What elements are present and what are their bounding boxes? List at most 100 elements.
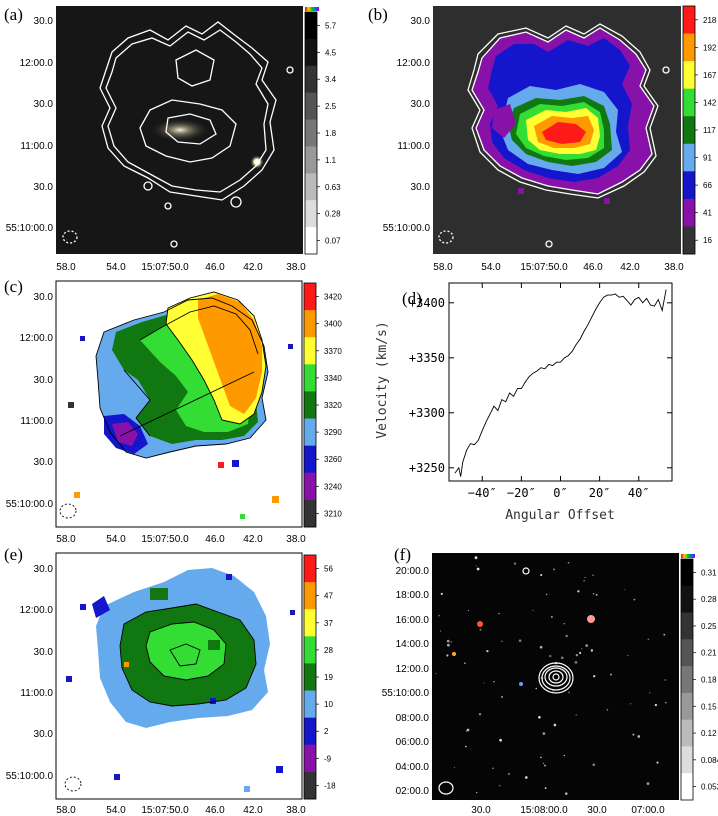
field-star [545,593,548,596]
colorbar-tick-label: 142 [703,98,717,107]
field-star [518,639,522,643]
field-star [630,703,632,705]
x-tick-label: 15:08:00.0 [520,805,568,816]
colorbar-tick-label: 4.5 [325,48,337,57]
y-tick-label: 12:00.0 [20,58,54,69]
field-star [560,656,564,660]
dispersion-region-2 [92,596,110,618]
field-star [465,730,467,732]
velocity-knot [74,492,80,498]
y-tick-label: 02:00.0 [396,786,430,797]
velocity-knot [80,336,85,341]
colorbar-tick-label: 218 [703,16,717,25]
field-star [513,562,517,565]
panel-e-colorbar: 56 47 37 28 19 10 2 -9 -18 [303,554,336,800]
dispersion-knot [208,640,220,650]
panel-c-xticks: 58.0 54.0 15:07:50.0 46.0 42.0 38.0 [56,534,306,545]
dispersion-knot [290,610,295,615]
colorbar-swatch [304,499,316,528]
colorbar-tick-label: 47 [324,592,333,601]
colorbar-swatch [683,6,695,34]
x-tick-label: −40″ [468,486,497,500]
panel-c-yticks: 30.0 12:00.0 30.0 11:00.0 30.0 55:10:00.… [6,292,54,510]
colorbar-swatch [304,445,316,474]
colorbar-tick-label: 3420 [324,293,342,302]
panel-a-xticks: 58.0 54.0 15:07:50.0 46.0 42.0 38.0 [56,262,306,273]
field-star [627,654,629,657]
field-star [478,713,482,716]
dispersion-knot [124,662,129,667]
field-star [476,567,480,571]
colorbar-tick-label: 41 [703,209,712,218]
colorbar-tick-label: 16 [703,236,712,245]
y-tick-label: 14:00.0 [396,639,430,650]
y-tick-label: 55:10:00.0 [6,499,54,510]
y-tick-label: 11:00.0 [20,416,53,427]
colorbar-swatch [681,746,693,774]
colorbar-tick-label: 37 [324,619,333,628]
x-tick-label: 38.0 [286,805,306,816]
y-tick-label: 30.0 [34,564,54,575]
colorbar-tick-label: 1.1 [325,156,337,165]
dispersion-knot [244,786,250,792]
colorbar-swatch [681,612,693,640]
field-star [606,708,609,711]
red-star [477,621,483,627]
field-star [544,764,546,767]
line-plot-ticks: −40″ −20″ 0″ 20″ 40″ +3250 +3300 +3350 +3400 [409,283,672,500]
dispersion-knot [210,698,216,704]
panel-c-contours [59,291,269,519]
colorbar-swatch [681,639,693,667]
y-tick-label: +3300 [409,406,445,420]
velocity-knot [272,496,279,503]
colorbar-tick-label: 56 [324,565,333,574]
y-tick-label: 30.0 [34,99,54,110]
panel-b: (b) 30.0 12:00.0 30.0 11:00 [368,5,717,273]
colorbar-swatch [683,143,695,172]
colorbar-swatch [681,585,693,613]
colorbar-swatch [304,609,316,637]
colorbar-swatch [681,719,693,747]
field-star [568,691,570,694]
field-star [567,561,570,564]
x-tick-label: 42.0 [243,805,263,816]
field-star [649,692,651,694]
colorbar-swatch [304,744,316,773]
colorbar-swatch [681,666,693,694]
x-tick-label: 54.0 [106,805,126,816]
panel-d: (d) Velocity (km/s) Angular Offset −40″ −… [375,282,673,523]
galaxy-core [150,118,210,142]
panel-b-xticks: 58.0 54.0 15:07:50.0 46.0 42.0 38.0 [433,262,684,273]
colorbar-swatch [681,692,693,721]
colorbar-tick-label: 2.5 [325,102,337,111]
field-star [538,716,541,719]
y-tick-label: +3250 [409,461,445,475]
colorbar-swatch [304,582,316,610]
colorbar-swatch [305,65,317,94]
dispersion-knot [226,574,232,580]
colorbar-swatch [681,773,693,801]
field-star [501,640,503,642]
panel-e-dispersion-map [66,568,295,792]
colorbar-tick-label: 28 [324,646,333,655]
colorbar-tick-label: 192 [703,43,717,52]
field-star [440,630,442,632]
field-star [553,723,557,727]
y-tick-label: 11:00.0 [20,141,53,152]
field-star [438,614,440,617]
panel-d-label: (d) [402,289,422,308]
field-star [590,649,594,652]
colorbar-swatch [304,310,316,338]
velocity-region-3400 [198,294,262,414]
intensity-level-218 [542,122,586,144]
colorbar-tick-label: 19 [324,673,333,682]
y-tick-label: 11:00.0 [397,141,430,152]
x-tick-label: 54.0 [481,262,501,273]
velocity-knot [232,460,239,467]
colorbar-swatch [304,391,316,419]
y-tick-label: 16:00.0 [396,615,430,626]
colorbar-tick-label: 0.28 [701,595,717,604]
y-tick-label: 18:00.0 [396,590,430,601]
panel-a-yticks: 30.0 12:00.0 30.0 11:00.0 30.0 55:10:00.… [6,16,54,234]
